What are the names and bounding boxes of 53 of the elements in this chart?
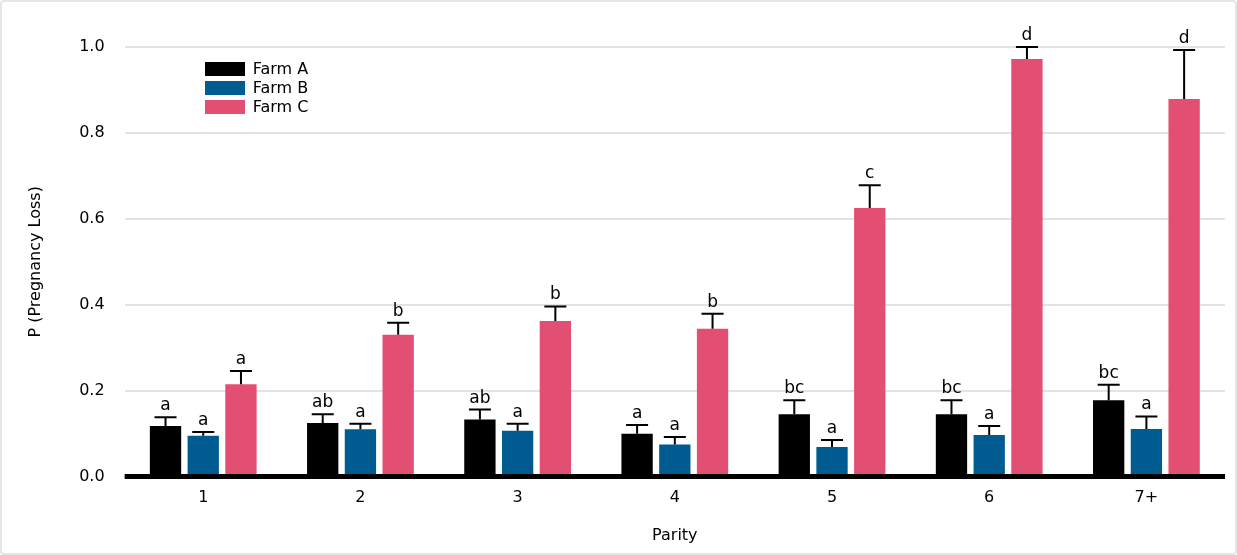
bar xyxy=(501,430,534,476)
bar xyxy=(1168,98,1200,476)
data-label: a xyxy=(984,402,995,423)
y-tick-label: 1.0 xyxy=(79,36,105,56)
x-tick-label: 2 xyxy=(355,487,366,507)
legend-label: Farm C xyxy=(252,97,309,116)
data-label: d xyxy=(1178,26,1190,47)
data-label: a xyxy=(1141,393,1152,414)
data-label: a xyxy=(512,400,523,421)
bar xyxy=(187,435,219,476)
data-label: bc xyxy=(941,377,962,398)
bar xyxy=(1011,59,1043,476)
y-tick-label: 0.8 xyxy=(79,122,105,142)
y-tick-label: 0.6 xyxy=(79,208,105,227)
x-tick-label: 6 xyxy=(984,487,995,507)
y-tick-label: 0.0 xyxy=(79,465,105,485)
data-label: a xyxy=(826,417,838,438)
data-label: a xyxy=(631,401,643,422)
bar xyxy=(344,429,377,476)
x-tick-label: 5 xyxy=(826,487,838,507)
y-axis-title: P (Pregnancy Loss) xyxy=(24,186,44,338)
data-label: bc xyxy=(784,377,805,398)
bar xyxy=(696,328,729,476)
data-label: a xyxy=(235,347,247,368)
data-label: a xyxy=(198,408,209,429)
x-tick-label: 1 xyxy=(198,487,209,507)
data-label: a xyxy=(355,400,366,421)
bar xyxy=(659,444,691,476)
data-label: a xyxy=(160,394,171,415)
bar xyxy=(382,334,414,476)
data-label: b xyxy=(392,299,404,320)
data-label: c xyxy=(865,162,875,183)
bar xyxy=(539,321,572,476)
bar xyxy=(816,446,848,476)
data-label: ab xyxy=(469,386,491,407)
x-tick-label: 3 xyxy=(512,487,523,507)
x-axis-title: Parity xyxy=(652,524,698,544)
legend-label: Farm A xyxy=(252,59,309,78)
x-tick-label: 7+ xyxy=(1134,487,1159,507)
bar xyxy=(225,384,257,476)
data-label: ab xyxy=(312,391,334,412)
y-tick-label: 0.4 xyxy=(79,293,105,313)
data-label: d xyxy=(1021,23,1033,44)
data-label: bc xyxy=(1098,361,1119,382)
x-tick-label: 4 xyxy=(669,487,680,507)
legend-label: Farm B xyxy=(252,78,309,97)
y-tick-label: 0.2 xyxy=(79,379,105,399)
bar xyxy=(854,208,886,476)
data-label: b xyxy=(549,283,561,304)
data-label: a xyxy=(669,414,681,434)
bar xyxy=(1130,428,1163,476)
data-label: b xyxy=(707,290,718,311)
bar xyxy=(973,434,1005,476)
